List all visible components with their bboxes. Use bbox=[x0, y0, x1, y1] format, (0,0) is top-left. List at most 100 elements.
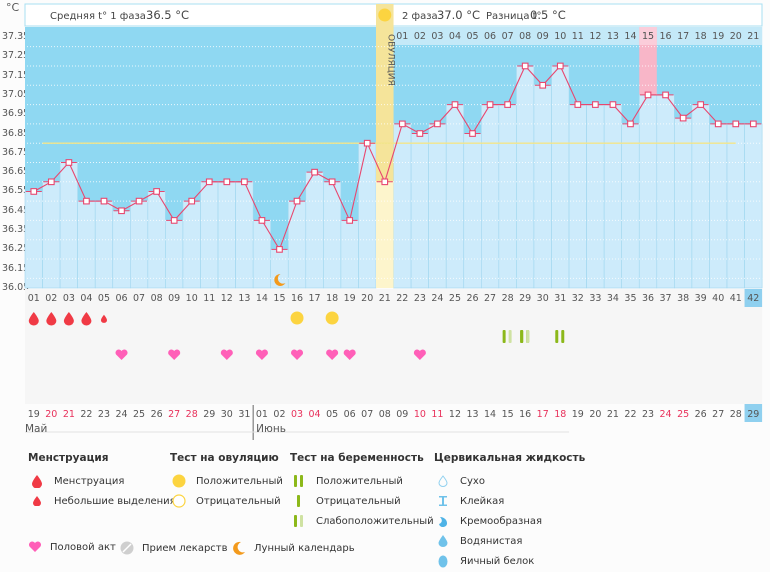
calendar-date-label: 17 bbox=[537, 409, 549, 420]
post-ovulation-day-label: 05 bbox=[466, 31, 478, 42]
temperature-bar bbox=[516, 65, 535, 289]
temperature-point bbox=[241, 178, 248, 186]
cycle-day-label: 01 bbox=[28, 293, 40, 304]
cycle-day-label: 25 bbox=[449, 293, 461, 304]
cycle-day-label: 34 bbox=[607, 293, 619, 304]
calendar-date-label: 11 bbox=[431, 409, 443, 420]
post-ovulation-day-label: 17 bbox=[677, 31, 689, 42]
cycle-day-label: 15 bbox=[273, 293, 285, 304]
heart-icon bbox=[115, 349, 128, 360]
temperature-bar bbox=[287, 200, 307, 289]
cycle-day-label: 10 bbox=[186, 293, 198, 304]
post-ovulation-day-label: 14 bbox=[624, 31, 636, 42]
post-ovulation-day-label: 09 bbox=[537, 31, 549, 42]
sun-outline-icon bbox=[170, 493, 188, 509]
cycle-day-label: 14 bbox=[256, 293, 268, 304]
pregnancy-test-weak-icon bbox=[502, 330, 506, 343]
calendar-date-label: 04 bbox=[309, 409, 321, 420]
temperature-bar bbox=[305, 171, 324, 289]
temperature-point bbox=[486, 101, 494, 108]
cycle-day-label: 41 bbox=[730, 293, 742, 304]
post-ovulation-day-label: 07 bbox=[502, 31, 514, 42]
cycle-day-label: 35 bbox=[624, 293, 636, 304]
temperature-bar bbox=[445, 104, 465, 289]
calendar-date-label: 20 bbox=[45, 409, 57, 420]
temperature-bar bbox=[42, 181, 61, 289]
legend-item: Яичный белок bbox=[434, 552, 585, 570]
calendar-date-label: 31 bbox=[238, 409, 250, 420]
temperature-bar bbox=[744, 123, 763, 289]
highlight-day-header bbox=[639, 27, 657, 45]
menstruation-drop-icon bbox=[63, 312, 74, 326]
calendar-date-label: 28 bbox=[730, 409, 742, 420]
cycle-day-label: 33 bbox=[589, 293, 601, 304]
blood-drop-icon bbox=[28, 473, 46, 489]
cycle-day-label: 40 bbox=[712, 293, 724, 304]
temperature-point bbox=[732, 120, 740, 128]
cycle-day-label: 20 bbox=[361, 293, 373, 304]
temperature-point bbox=[188, 197, 196, 205]
legend-title: Тест на беременность bbox=[290, 452, 424, 464]
phase1-label: Средняя t° 1 фаза bbox=[50, 11, 146, 22]
heart-icon bbox=[168, 349, 181, 360]
cycle-day-label: 39 bbox=[695, 293, 707, 304]
calendar-date-label: 30 bbox=[221, 409, 233, 420]
month-label-june: Июнь bbox=[256, 423, 286, 435]
legend-intercourse: Половой акт bbox=[28, 541, 116, 553]
temperature-bar bbox=[393, 123, 412, 289]
diff-label: Разница t° bbox=[486, 11, 542, 22]
cycle-day-label: 09 bbox=[168, 293, 180, 304]
legend-title: Цервикальная жидкость bbox=[434, 452, 586, 464]
heart-icon bbox=[220, 349, 233, 360]
post-ovulation-day-label: 11 bbox=[572, 31, 584, 42]
pregnancy-test-weak-icon bbox=[520, 330, 524, 343]
phase2-label: 2 фаза bbox=[402, 11, 438, 22]
temperature-point bbox=[153, 188, 160, 195]
heart-icon bbox=[291, 349, 304, 360]
temperature-bar bbox=[200, 181, 219, 289]
watery-icon bbox=[434, 533, 452, 549]
legend-menstruation: Менструация Менструация Небольшие выделе… bbox=[28, 452, 176, 512]
temperature-bar bbox=[709, 123, 728, 289]
calendar-date-label: 25 bbox=[677, 409, 689, 420]
calendar-date-label: 19 bbox=[572, 409, 584, 420]
cycle-day-label: 21 bbox=[379, 293, 391, 304]
temperature-bar bbox=[480, 104, 500, 289]
pregnancy-test-weak-icon bbox=[508, 330, 512, 343]
temperature-point bbox=[679, 114, 687, 122]
temperature-point bbox=[118, 207, 125, 215]
temperature-point bbox=[47, 178, 55, 186]
calendar-date-label: 01 bbox=[256, 409, 268, 420]
temperature-point bbox=[592, 101, 599, 108]
temperature-point bbox=[504, 101, 511, 108]
ovulation-bar bbox=[376, 181, 394, 288]
temperature-point bbox=[662, 91, 669, 99]
post-ovulation-day-label: 03 bbox=[431, 31, 443, 42]
post-ovulation-day-label: 20 bbox=[730, 31, 742, 42]
y-tick-label: 36.15 bbox=[2, 262, 30, 274]
temperature-bar bbox=[463, 133, 482, 289]
temperature-point bbox=[30, 188, 38, 195]
calendar-date-label: 20 bbox=[589, 409, 601, 420]
legend-title: Тест на овуляцию bbox=[170, 452, 279, 464]
post-ovulation-day-label: 16 bbox=[660, 31, 672, 42]
calendar-date-label: 10 bbox=[414, 409, 426, 420]
month-label-may: Май bbox=[25, 423, 48, 435]
temperature-point bbox=[223, 178, 231, 186]
heart-icon bbox=[413, 349, 426, 360]
calendar-date-label: 12 bbox=[449, 409, 461, 420]
calendar-date-label: 29 bbox=[203, 409, 215, 420]
y-tick-label: 36.85 bbox=[2, 127, 30, 139]
bbt-chart: Средняя t° 1 фаза 36.5 °C 2 фаза 37.0 °C… bbox=[24, 3, 763, 440]
cycle-day-label: 27 bbox=[484, 293, 496, 304]
ovulation-sun-icon bbox=[378, 8, 392, 22]
cycle-day-label: 16 bbox=[291, 293, 303, 304]
temperature-point bbox=[451, 101, 459, 108]
calendar-date-label: 21 bbox=[63, 409, 75, 420]
spotting-drop-icon bbox=[100, 314, 107, 323]
calendar-date-label: 05 bbox=[326, 409, 338, 420]
calendar-date-label: 26 bbox=[151, 409, 163, 420]
temperature-bar bbox=[94, 200, 114, 289]
cycle-day-label: 06 bbox=[115, 293, 127, 304]
phase1-value: 36.5 °C bbox=[146, 8, 189, 22]
